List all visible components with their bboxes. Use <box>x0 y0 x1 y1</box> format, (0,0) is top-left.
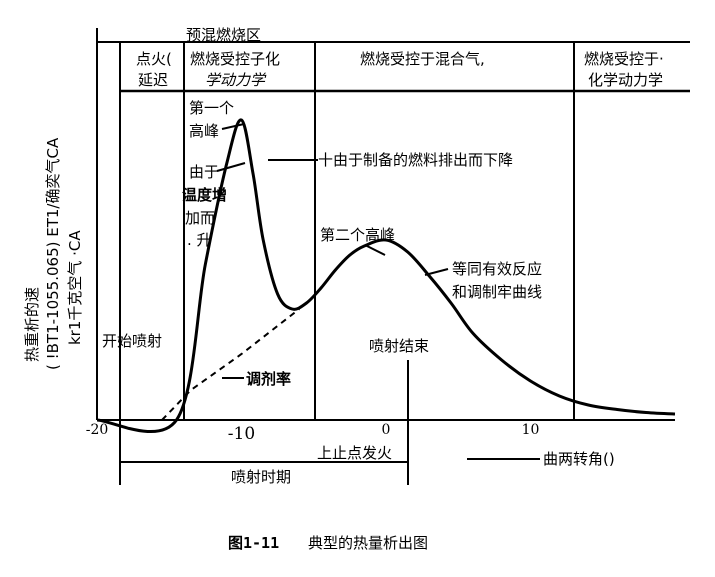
y-axis-unit-line2: kr1千克空气 ·CA <box>66 230 84 345</box>
y-axis-unit-line1: ( !BT1-1055.065) ET1/确奕气CA <box>44 137 62 370</box>
premix-zone-label: 预混燃烧区 <box>186 26 261 44</box>
y-axis-title: 热重析的速 <box>23 287 41 362</box>
temp-rise-line2: 温度增 <box>182 186 227 204</box>
x-tick-label: -10 <box>228 424 255 444</box>
x-tick-labels: -20 -10 0 10 <box>86 422 540 444</box>
second-peak-leader <box>364 244 386 256</box>
temp-rise-line1: 由于 <box>189 163 219 181</box>
phase-kinetic-control-line2: 学动力学 <box>205 71 267 89</box>
x-tick-label: -20 <box>86 422 109 438</box>
phase-ignition-delay-line2: 延迟 <box>138 71 168 89</box>
phase-mixing-control-label: 燃烧受控于混合气, <box>360 50 485 68</box>
x-tick-label: 10 <box>522 422 540 438</box>
first-peak-leader <box>221 123 245 130</box>
phase-late-kinetic-line2: 化学动力学 <box>588 71 663 89</box>
temp-rise-leader <box>216 162 246 172</box>
injection-period-label: 喷射时期 <box>231 468 291 486</box>
x-axis-title: 曲两转角() <box>543 450 615 468</box>
injection-rate-label: 调剂率 <box>246 370 291 388</box>
temp-rise-line3: 加而 <box>185 209 215 227</box>
figure-caption: 典型的热量析出图 <box>308 534 428 552</box>
figure-number: 图1-11 <box>228 534 279 552</box>
x-tick-label: 0 <box>382 422 391 438</box>
equivalent-leader <box>424 268 449 276</box>
phase-late-kinetic-line1: 燃烧受控于· <box>584 50 664 68</box>
injection-start-label: 开始喷射 <box>102 332 162 350</box>
first-peak-label-line2: 高峰 <box>189 122 219 140</box>
heat-release-curve <box>96 118 676 433</box>
phase-kinetic-control-line1: 燃烧受控子化 <box>190 50 280 68</box>
phase-ignition-delay-line1: 点火( <box>136 50 172 68</box>
temp-rise-line4: . 升 <box>187 231 212 249</box>
equivalent-label-line2: 和调制牢曲线 <box>452 283 542 301</box>
second-peak-label: 第二个高峰 <box>320 226 395 244</box>
first-peak-label-line1: 第一个 <box>189 99 234 117</box>
injection-end-label: 喷射结束 <box>369 337 429 355</box>
fuel-drop-label: 十由于制备的燃料排出而下降 <box>318 151 513 169</box>
equivalent-label-line1: 等同有效反应 <box>452 260 542 278</box>
tdc-ignition-label: 上止点发火 <box>317 444 392 462</box>
chart-frame <box>96 28 690 485</box>
